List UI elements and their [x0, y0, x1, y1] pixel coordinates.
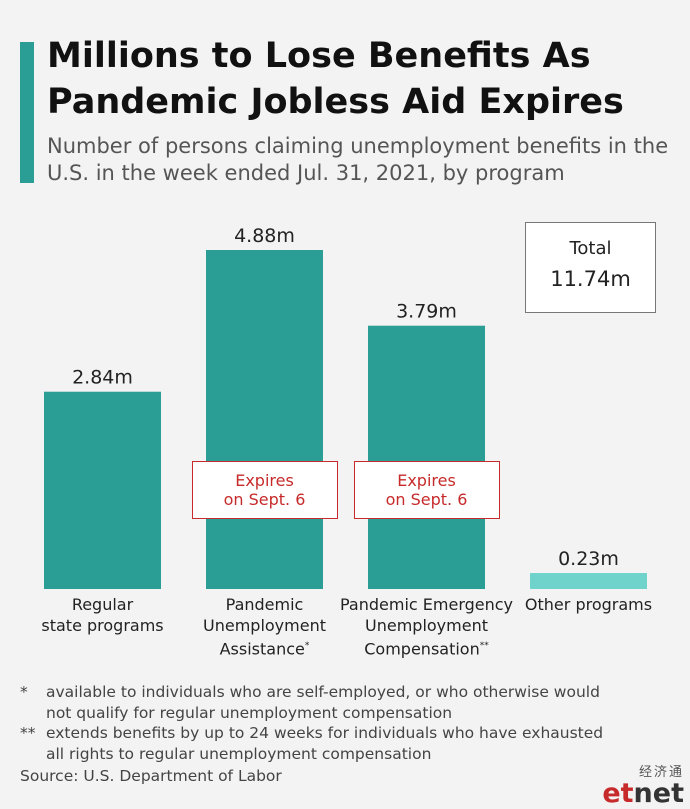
footnote-mark: * [20, 683, 28, 701]
logo-wordmark: etnet [602, 780, 684, 808]
footnote-mark: ** [20, 724, 36, 742]
bar [530, 573, 647, 589]
category-label: Pandemic Emergency Unemployment Compensati… [337, 594, 517, 659]
value-label: 4.88m [234, 225, 295, 247]
footnote-1: * available to individuals who are self-… [20, 682, 603, 723]
footnote-line: available to individuals who are self-em… [46, 683, 600, 701]
category-label-line: Unemployment [365, 616, 488, 635]
category-label: Regular state programs [13, 594, 193, 636]
category-label: Pandemic Unemployment Assistance* [175, 594, 355, 659]
value-label: 0.23m [558, 548, 619, 570]
logo-et: et [602, 778, 634, 809]
expires-text: on Sept. 6 [385, 490, 468, 509]
chart-subtitle: Number of persons claiming unemployment … [47, 133, 677, 187]
subtitle-line-2: U.S. in the week ended Jul. 31, 2021, by… [47, 161, 565, 185]
chart-title: Millions to Lose Benefits As Pandemic Jo… [47, 33, 624, 125]
footnote-2: ** extends benefits by up to 24 weeks fo… [20, 723, 603, 764]
expires-callout: Expires on Sept. 6 [353, 461, 500, 519]
total-box: Total 11.74m [525, 222, 656, 313]
bar [206, 250, 323, 589]
category-label: Other programs [499, 594, 679, 615]
footnote-line: extends benefits by up to 24 weeks for i… [46, 724, 604, 742]
expires-text: Expires [397, 471, 456, 490]
value-label: 2.84m [72, 367, 133, 389]
footnote-line: all rights to regular unemployment compe… [46, 744, 432, 763]
value-label: 3.79m [396, 301, 457, 323]
logo-chinese-text: 经济通 [638, 765, 684, 780]
category-label-line: Regular [71, 595, 134, 614]
footnote-marker: ** [479, 641, 489, 651]
footnote-marker: * [304, 641, 310, 651]
logo-net: net [633, 778, 684, 809]
bar [44, 391, 161, 589]
category-label-line: Compensation** [364, 639, 489, 659]
category-label-line: Unemployment [203, 616, 326, 635]
category-label-line: Pandemic [225, 595, 304, 614]
footnotes: * available to individuals who are self-… [20, 682, 603, 787]
source-note: Source: U.S. Department of Labor [20, 767, 282, 785]
category-label-line: state programs [41, 616, 164, 635]
bar [368, 325, 485, 589]
category-label-line: Other programs [524, 595, 653, 614]
footnote-line: not qualify for regular unemployment com… [46, 703, 453, 722]
title-accent-bar [20, 42, 34, 183]
category-label-line: Assistance* [219, 639, 310, 659]
category-label-line: Pandemic Emergency [339, 595, 514, 614]
etnet-logo: 经济通 etnet [602, 761, 684, 808]
total-value: 11.74m [550, 267, 631, 291]
total-label: Total [569, 238, 612, 259]
subtitle-line-1: Number of persons claiming unemployment … [47, 134, 669, 158]
expires-callout: Expires on Sept. 6 [191, 461, 338, 519]
expires-text: on Sept. 6 [223, 490, 306, 509]
expires-text: Expires [235, 471, 294, 490]
title-line-1: Millions to Lose Benefits As [47, 36, 591, 76]
title-line-2: Pandemic Jobless Aid Expires [47, 82, 624, 122]
